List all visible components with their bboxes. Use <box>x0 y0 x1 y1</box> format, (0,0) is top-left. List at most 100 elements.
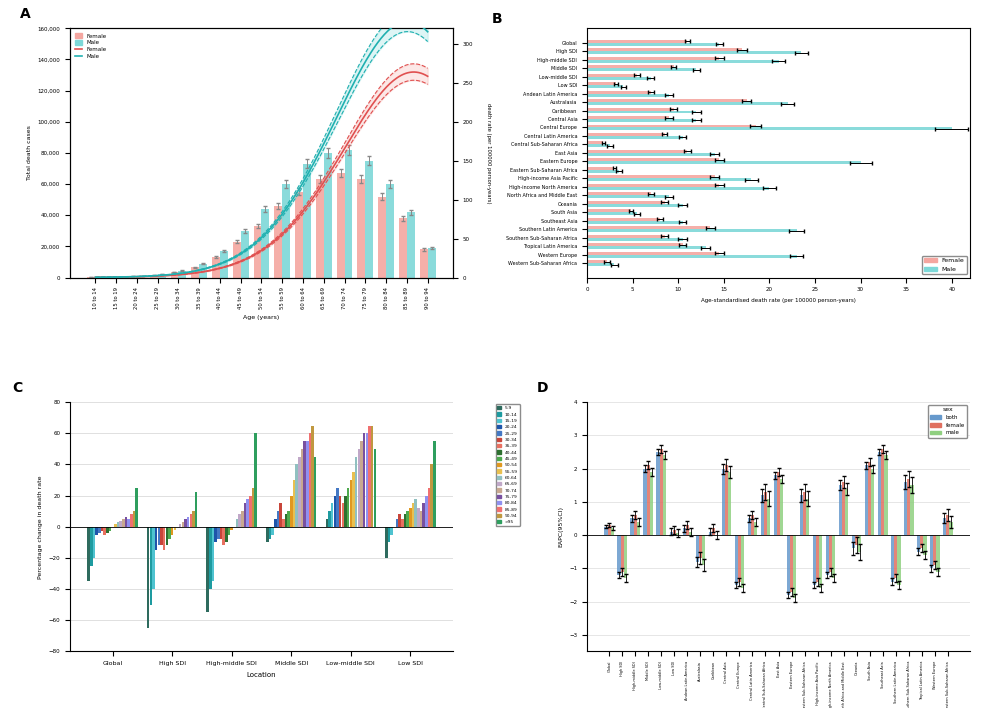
Bar <box>621 535 624 571</box>
Bar <box>891 535 894 581</box>
Bar <box>587 184 719 187</box>
Bar <box>293 480 295 527</box>
Bar <box>587 42 719 45</box>
Bar <box>587 170 619 173</box>
Bar <box>587 159 719 161</box>
Bar <box>845 489 848 535</box>
Bar <box>587 125 756 127</box>
Bar <box>409 508 412 527</box>
Bar <box>228 527 230 535</box>
Bar <box>800 495 803 535</box>
Bar <box>787 535 790 595</box>
Bar <box>842 482 845 535</box>
Bar <box>587 144 610 147</box>
Bar <box>826 535 829 575</box>
Bar <box>587 246 706 249</box>
Bar <box>587 91 651 93</box>
Bar <box>725 465 728 535</box>
Bar <box>342 503 344 527</box>
Bar <box>829 535 832 571</box>
Bar <box>206 527 209 612</box>
Bar <box>608 525 611 535</box>
Bar <box>754 522 757 535</box>
Bar <box>133 511 135 527</box>
Bar <box>363 433 365 527</box>
Bar <box>587 150 687 153</box>
Bar <box>365 161 373 278</box>
Bar <box>160 527 163 545</box>
Bar <box>709 532 712 535</box>
Bar <box>261 209 269 278</box>
Bar <box>647 465 650 535</box>
Bar <box>158 274 166 278</box>
Bar <box>266 527 269 542</box>
Bar <box>254 433 257 527</box>
Text: C: C <box>13 381 23 395</box>
Bar <box>233 241 241 278</box>
Bar <box>917 535 920 552</box>
Bar <box>790 535 793 592</box>
Bar <box>587 244 683 246</box>
Text: B: B <box>491 12 502 26</box>
Bar <box>943 518 946 535</box>
Bar <box>252 488 254 527</box>
Bar <box>699 535 702 559</box>
Bar <box>166 527 168 545</box>
Bar <box>428 488 430 527</box>
Bar <box>87 527 90 581</box>
Bar <box>127 519 130 527</box>
Bar <box>751 515 754 535</box>
Bar <box>587 85 623 88</box>
Bar <box>366 433 368 527</box>
Bar <box>433 441 436 527</box>
Bar <box>246 498 249 527</box>
Bar <box>587 110 696 113</box>
Bar <box>650 472 653 535</box>
Bar <box>334 496 336 527</box>
Bar <box>894 535 897 578</box>
Text: A: A <box>20 7 31 21</box>
Legend: Female, Male, Female, Male: Female, Male, Female, Male <box>73 31 108 62</box>
Bar <box>214 527 217 542</box>
Bar <box>135 488 138 527</box>
Bar <box>209 527 212 589</box>
Bar <box>295 464 298 527</box>
Bar <box>350 480 352 527</box>
Bar <box>637 522 640 535</box>
Bar <box>761 495 764 535</box>
Text: D: D <box>537 381 549 395</box>
Bar <box>101 527 103 532</box>
Bar <box>254 226 261 278</box>
Bar <box>587 176 715 178</box>
Bar <box>285 514 287 527</box>
Bar <box>587 68 696 71</box>
Bar <box>331 503 333 527</box>
Bar <box>212 257 220 278</box>
Bar <box>587 65 674 68</box>
Bar <box>174 527 176 530</box>
Bar <box>150 527 152 605</box>
Bar <box>352 472 355 527</box>
Bar <box>660 449 663 535</box>
Bar <box>587 116 669 119</box>
Bar <box>225 527 228 542</box>
Legend: Female, Male: Female, Male <box>922 256 967 275</box>
Bar <box>220 251 228 278</box>
Bar <box>816 535 819 581</box>
Bar <box>407 212 415 278</box>
Bar <box>587 178 751 181</box>
Bar <box>368 426 371 527</box>
Bar <box>279 503 282 527</box>
Bar <box>587 255 797 258</box>
Bar <box>722 469 725 535</box>
Bar <box>108 277 116 278</box>
Bar <box>728 472 731 535</box>
Y-axis label: Percentage change in death rate: Percentage change in death rate <box>38 475 43 578</box>
Bar <box>117 522 119 527</box>
Bar <box>137 276 145 278</box>
Bar <box>878 452 881 535</box>
Bar <box>125 518 127 527</box>
Bar <box>670 532 673 535</box>
Bar <box>656 452 660 535</box>
Bar <box>396 519 398 527</box>
